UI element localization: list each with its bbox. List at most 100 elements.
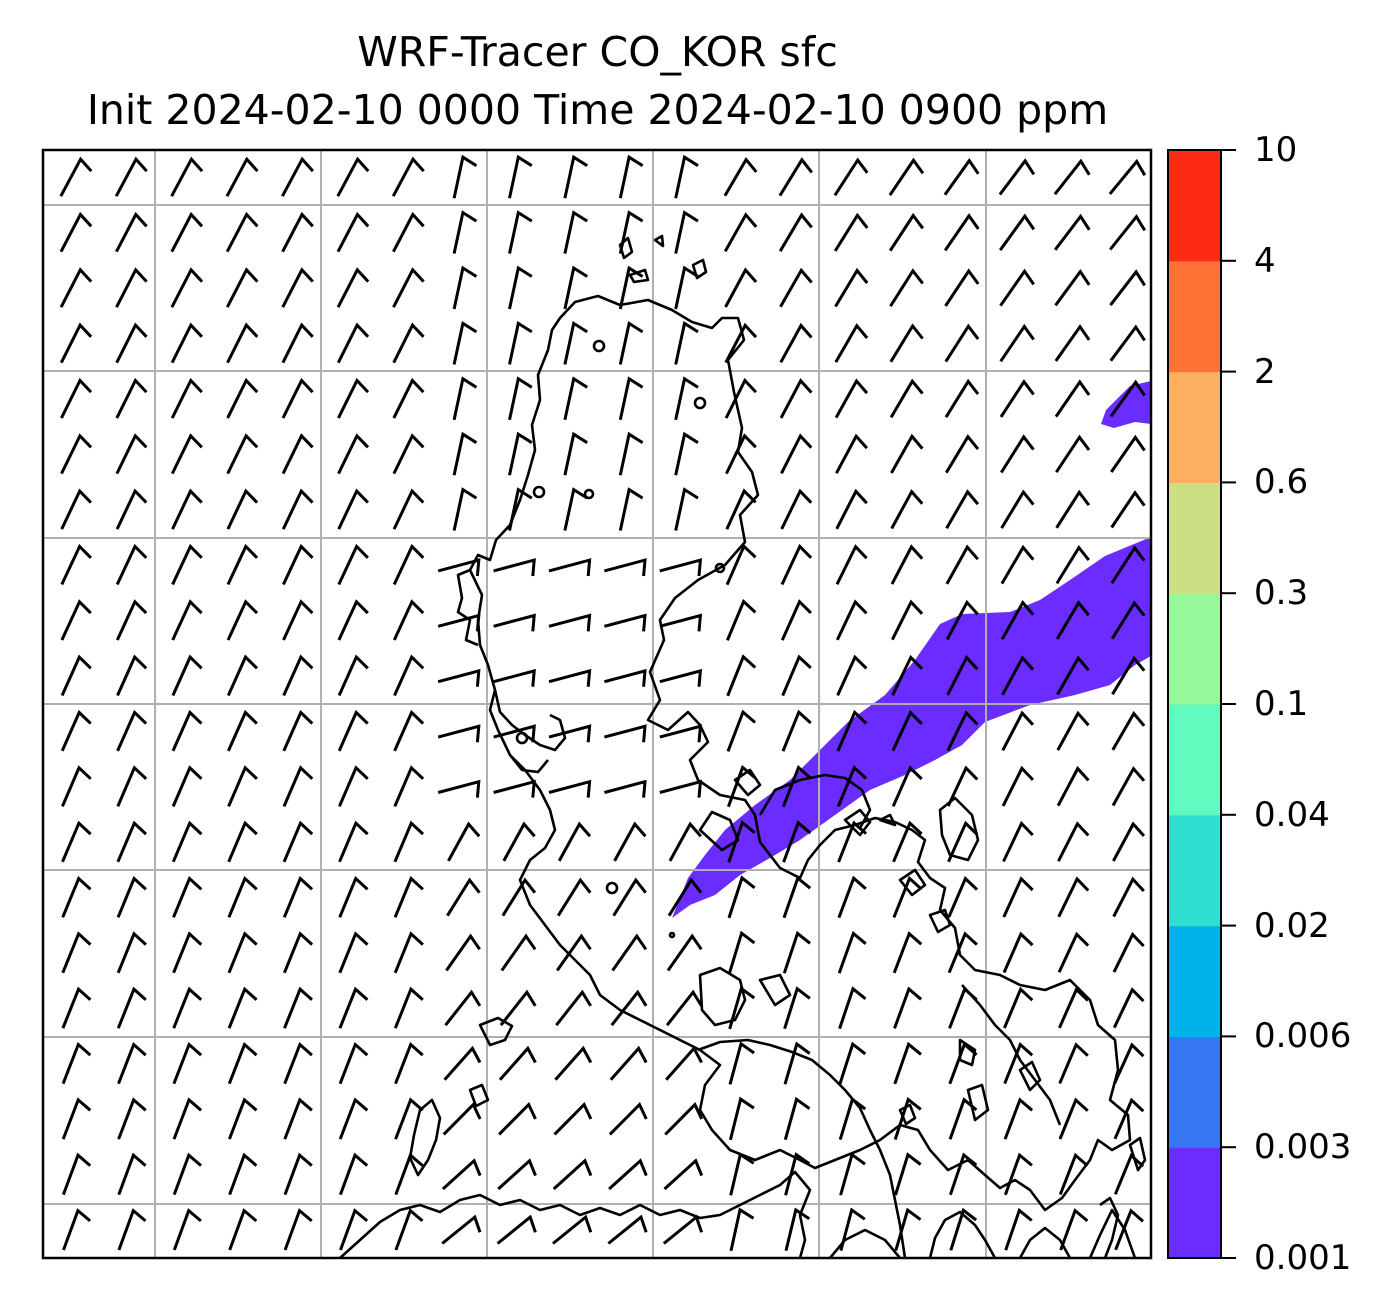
colorbar-tick-label: 0.001 <box>1254 1238 1352 1278</box>
wind-barb <box>838 1096 867 1141</box>
wind-barb <box>392 377 425 419</box>
wind-barb <box>835 433 869 474</box>
wind-barb <box>338 1097 369 1140</box>
wind-barb <box>724 267 758 308</box>
lake-8 <box>668 931 676 939</box>
wind-barb <box>1058 1042 1089 1084</box>
wind-barb <box>116 654 148 697</box>
wind-barb <box>59 211 93 253</box>
wind-barb <box>725 433 757 475</box>
wind-barb <box>659 779 703 798</box>
wind-barb <box>61 986 92 1029</box>
wind-barb <box>1001 765 1034 807</box>
wind-barb <box>338 1152 369 1196</box>
colorbar-tick-label: 0.003 <box>1254 1127 1352 1168</box>
wind-barb <box>391 156 425 197</box>
plume-northeast-patch <box>1101 381 1151 428</box>
wind-barb <box>393 709 425 752</box>
colorbar-segment <box>1168 704 1221 816</box>
wind-barb <box>452 210 478 254</box>
colorbar-tick-label: 0.1 <box>1254 684 1309 724</box>
wind-barb <box>60 709 92 752</box>
wind-barb <box>283 931 314 974</box>
wind-barb <box>392 267 425 308</box>
wind-barb <box>563 265 588 310</box>
wind-barb <box>780 488 813 530</box>
wind-barb <box>227 931 258 974</box>
wind-barb <box>727 875 756 919</box>
colorbar-tick-label: 10 <box>1254 130 1298 170</box>
coastline-west-peninsula <box>468 294 1132 1212</box>
colorbar-tick-label: 4 <box>1254 240 1276 281</box>
wind-barb <box>948 1097 978 1140</box>
colorbar-tick-label: 0.006 <box>1254 1016 1352 1057</box>
wind-barb <box>338 765 369 807</box>
wind-barb <box>336 156 370 197</box>
wind-barb <box>1002 876 1034 918</box>
wind-barb <box>892 931 923 974</box>
wind-barb <box>172 1152 202 1196</box>
wind-barb <box>835 488 868 530</box>
wind-barb <box>893 986 923 1029</box>
wind-barb <box>781 654 812 697</box>
wind-barb <box>944 268 980 307</box>
wind-barb <box>729 1207 755 1252</box>
wind-barb <box>947 931 978 974</box>
wind-barb <box>171 488 203 530</box>
wind-barb <box>1054 324 1091 362</box>
wind-barb <box>337 377 370 419</box>
coastline-bay-inner <box>758 773 872 829</box>
colorbar-tick-label: 0.02 <box>1254 905 1330 946</box>
colorbar-segment <box>1168 593 1221 705</box>
wind-barb <box>834 378 869 419</box>
plume-main-band <box>672 537 1151 918</box>
map-frame <box>41 148 1153 1260</box>
wind-barb <box>441 1214 482 1245</box>
wind-barb <box>783 1096 811 1141</box>
wind-barb <box>782 820 812 863</box>
wind-barb <box>563 320 588 365</box>
wind-barb <box>1113 1152 1145 1195</box>
wind-barb <box>674 487 699 531</box>
wind-barb <box>1058 1097 1089 1140</box>
wind-barb <box>172 875 203 918</box>
wind-barb <box>172 1041 203 1085</box>
wind-barb <box>227 1097 258 1140</box>
wind-barb <box>659 558 703 577</box>
wind-barb <box>891 765 923 807</box>
wind-barb <box>668 821 702 862</box>
wind-barb <box>664 1102 704 1136</box>
wind-barb <box>618 154 644 199</box>
wind-barb <box>618 320 644 365</box>
wind-barb <box>548 613 592 632</box>
wind-barb <box>659 724 703 743</box>
wind-barb <box>225 267 259 308</box>
wind-barb <box>1109 269 1146 307</box>
wind-barb <box>226 654 259 697</box>
wind-barb <box>726 764 756 808</box>
wind-barb <box>337 709 369 752</box>
wind-barb <box>1109 214 1146 251</box>
wind-barb <box>604 724 647 743</box>
wind-barb <box>724 377 757 419</box>
wind-barb <box>944 378 980 418</box>
wind-barb <box>889 378 924 419</box>
wind-barb <box>563 154 588 199</box>
wind-barb <box>115 488 148 530</box>
wind-barb <box>552 1214 593 1245</box>
wind-barb <box>1109 379 1146 418</box>
wind-barb <box>1000 599 1035 640</box>
wind-barb <box>170 433 203 475</box>
colorbar-segment <box>1168 371 1221 483</box>
wind-barb <box>394 1097 424 1140</box>
wind-barb <box>612 877 647 917</box>
wind-barbs <box>59 154 1147 1252</box>
colorbar-segment <box>1168 1147 1221 1259</box>
wind-barb <box>779 378 813 419</box>
wind-barb <box>392 322 425 364</box>
wind-barb <box>892 820 923 863</box>
wind-barb <box>394 1208 424 1251</box>
lake-7 <box>515 731 529 745</box>
wind-barb <box>618 376 644 421</box>
tracer-plume <box>672 381 1151 918</box>
